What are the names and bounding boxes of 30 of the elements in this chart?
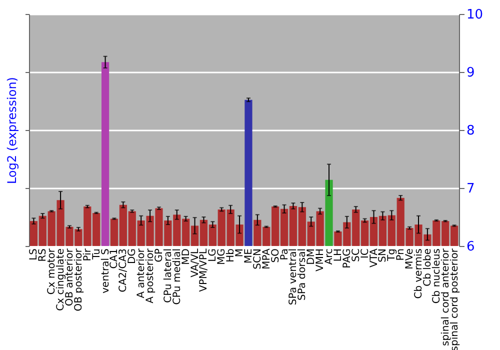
x-tick-label: A posterior (145, 248, 156, 304)
x-tick-label: Cb lobe (422, 248, 434, 286)
x-tick-label: DG (127, 248, 138, 264)
x-tick-label: LH (332, 248, 344, 262)
y-tick-label: 6 (466, 240, 475, 254)
x-tick-label: OB posterior (73, 248, 84, 312)
x-tick-label: MPA (261, 248, 272, 270)
y-tick-label: 9 (466, 66, 475, 80)
x-tick-label: SO (270, 248, 282, 263)
x-tick-label: OB anterior (64, 248, 76, 306)
x-tick-label: RS (38, 248, 49, 262)
y-tick-label: 8 (466, 124, 475, 138)
x-tick-label: Pir (82, 248, 94, 262)
x-tick-label: IC (360, 248, 371, 258)
x-tick-label: Tu (91, 248, 102, 260)
x-tick-label: MD (180, 248, 192, 265)
x-tick-label: spinal cord anterior (440, 248, 452, 346)
x-tick-label: MVe (404, 248, 416, 270)
x-tick-label: Cb nucleus (431, 248, 442, 304)
y-axis-title: Log2 (expression) (5, 77, 19, 184)
x-tick-label: Tg (386, 248, 398, 262)
x-tick-label: SC (350, 248, 362, 262)
x-tick-label: SCN (252, 248, 264, 270)
x-tick-label: PAG (342, 248, 353, 268)
y-tick-label: 7 (466, 182, 475, 196)
y-tick-label: 10 (466, 8, 484, 22)
x-tick-label: ME (243, 248, 254, 264)
x-tick-label: GP (154, 248, 165, 262)
x-tick-label: Pa (279, 248, 290, 260)
x-tick-label: CPu medial (172, 248, 183, 305)
